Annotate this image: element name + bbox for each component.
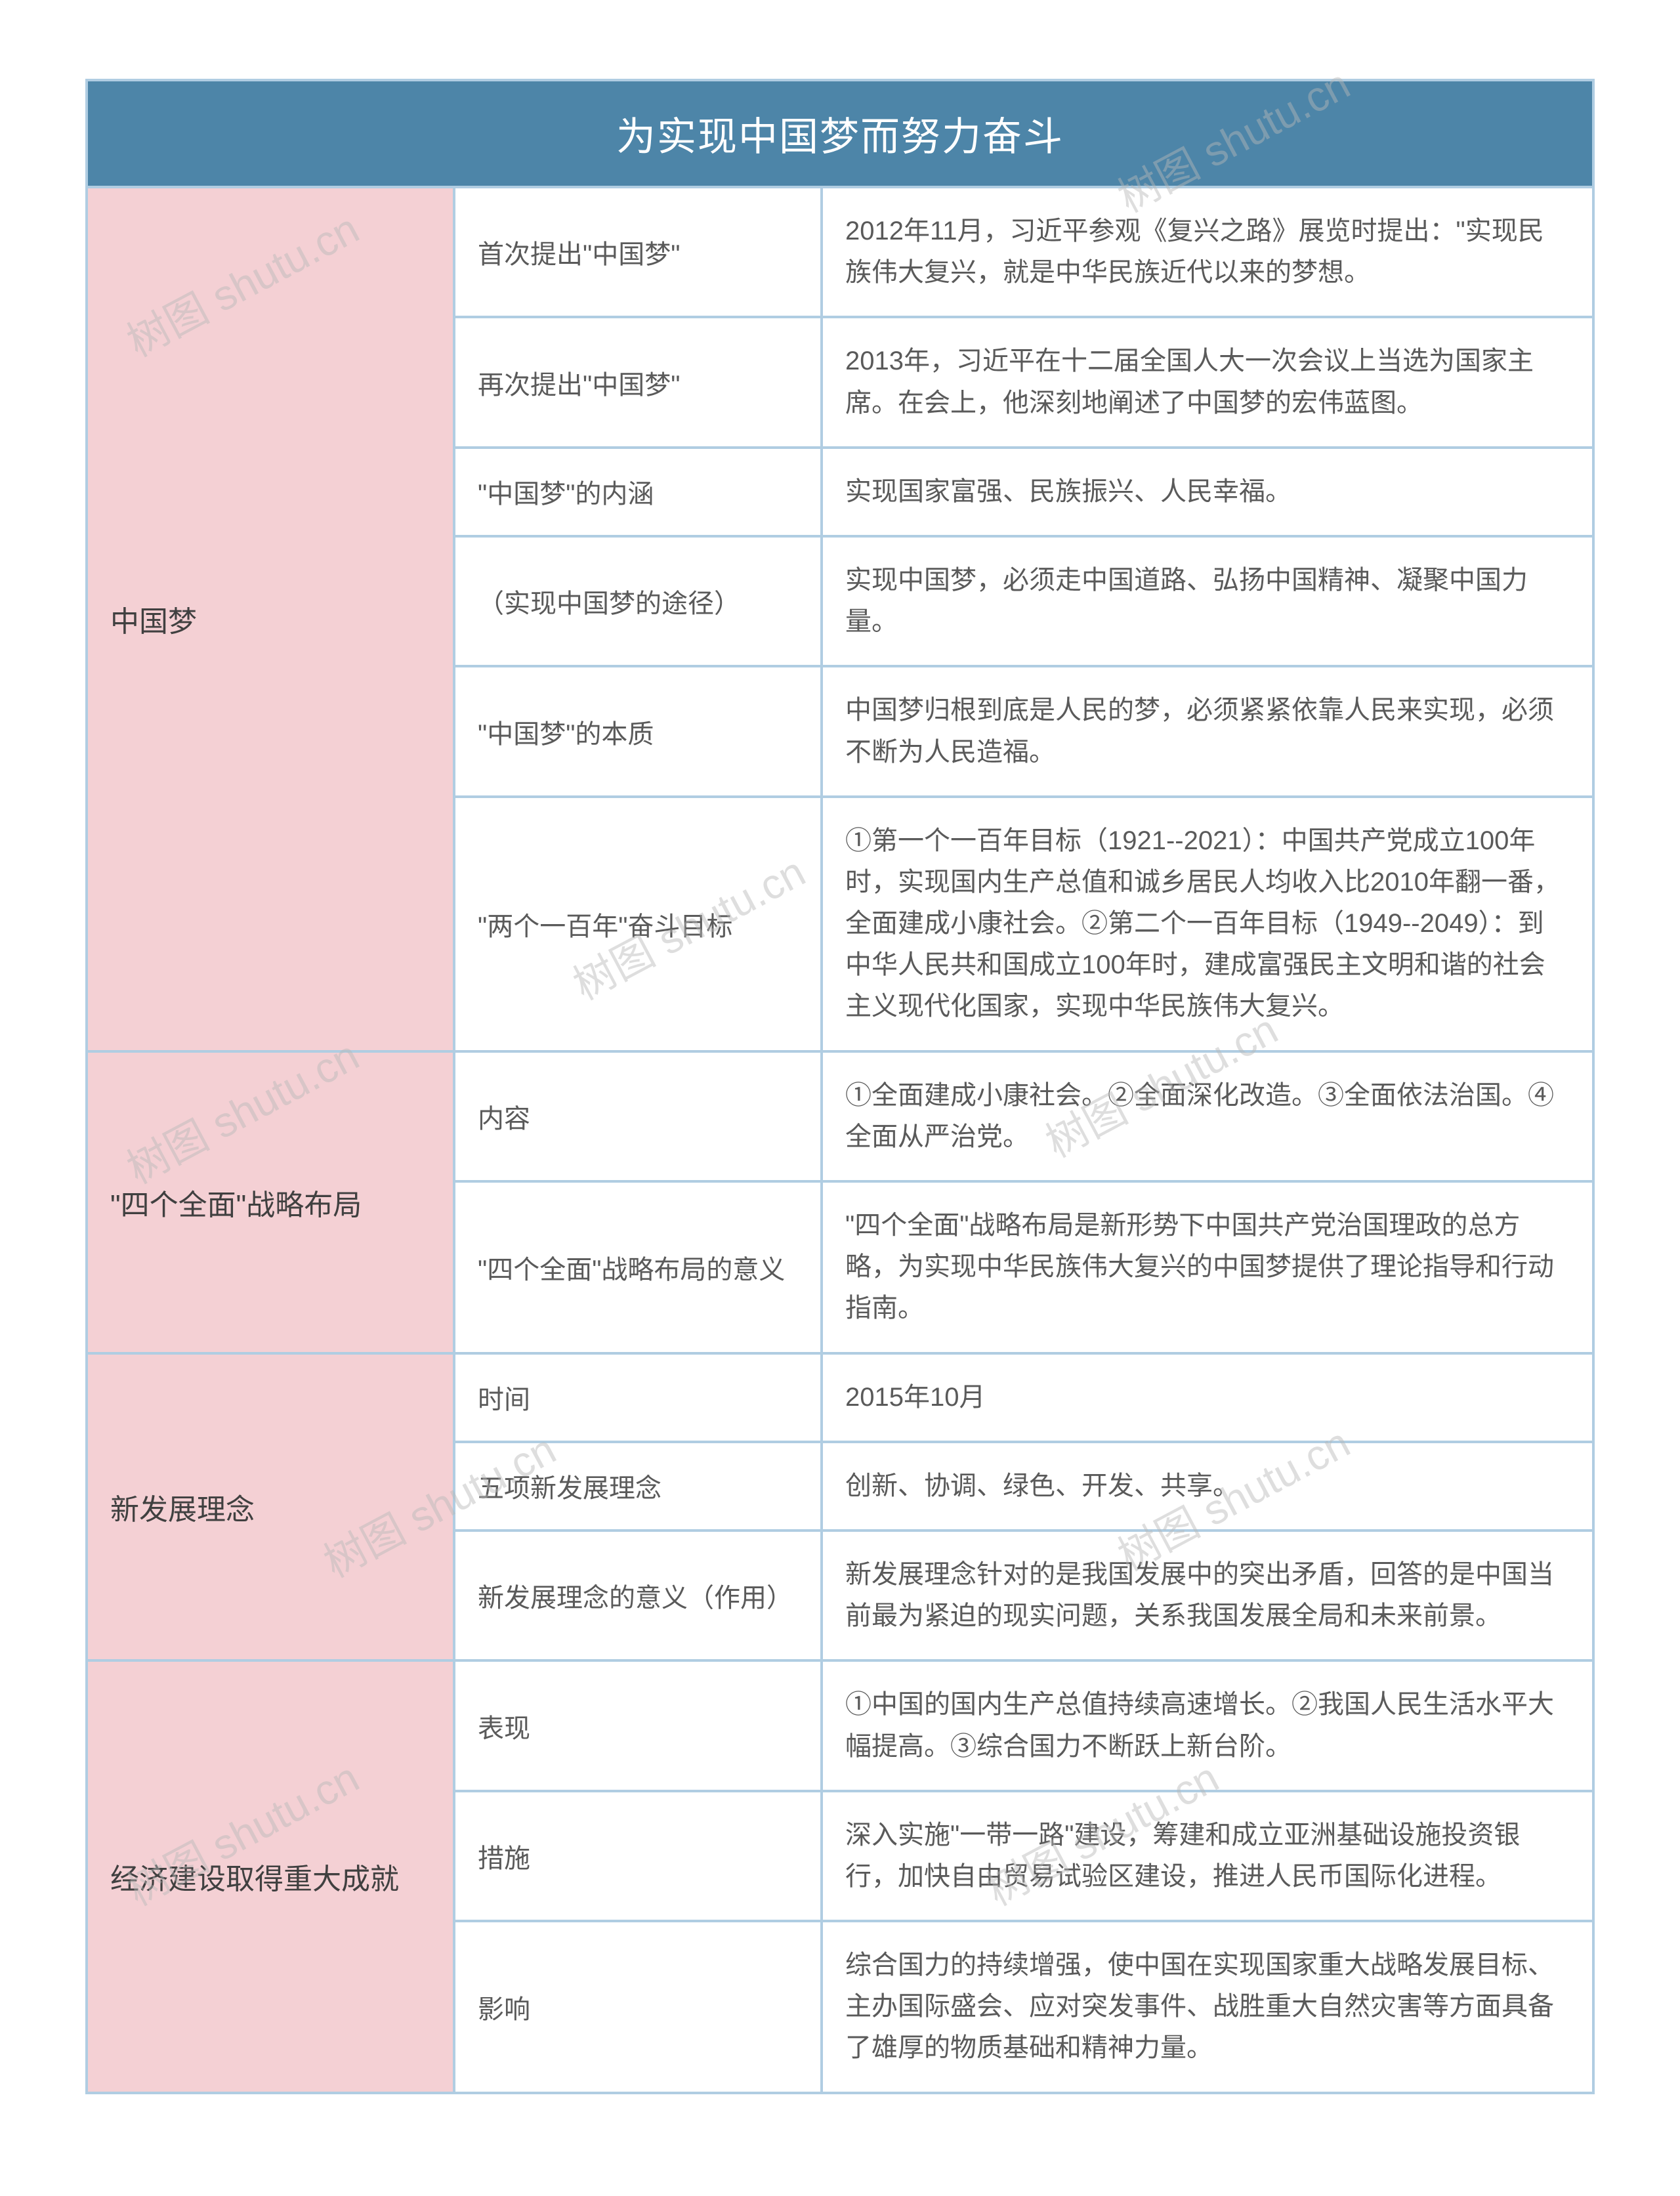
section: 中国梦 首次提出"中国梦" 2012年11月，习近平参观《复兴之路》展览时提出："实… [88,188,1592,1053]
table-row: 再次提出"中国梦" 2013年，习近平在十二届全国人大一次会议上当选为国家主席。在… [455,318,1592,448]
rows-container: 内容 ①全面建成小康社会。②全面深化改造。③全面依法治国。④全面从严治党。 "四个全… [455,1053,1592,1352]
level1-cell: 经济建设取得重大成就 [88,1662,455,2091]
section: "四个全面"战略布局 内容 ①全面建成小康社会。②全面深化改造。③全面依法治国。④全… [88,1053,1592,1355]
level2-cell: "两个一百年"奋斗目标 [455,798,823,1050]
level2-label: 新发展理念的意义（作用） [478,1576,793,1615]
level3-cell: 新发展理念针对的是我国发展中的突出矛盾，回答的是中国当前最为紧迫的现实问题，关系… [823,1532,1592,1659]
level1-cell: "四个全面"战略布局 [88,1053,455,1352]
level3-cell: ①全面建成小康社会。②全面深化改造。③全面依法治国。④全面从严治党。 [823,1053,1592,1180]
level2-cell: （实现中国梦的途径） [455,538,823,665]
table-row: 首次提出"中国梦" 2012年11月，习近平参观《复兴之路》展览时提出："实现民族… [455,188,1592,318]
level2-cell: 再次提出"中国梦" [455,318,823,446]
level3-content: 中国梦归根到底是人民的梦，必须紧紧依靠人民来实现，必须不断为人民造福。 [845,690,1570,772]
level3-cell: 实现中国梦，必须走中国道路、弘扬中国精神、凝聚中国力量。 [823,538,1592,665]
rows-container: 时间 2015年10月五项新发展理念 创新、协调、绿色、开发、共享。新发展理念的意义… [455,1355,1592,1660]
level3-content: 实现国家富强、民族振兴、人民幸福。 [845,471,1292,513]
level1-cell: 中国梦 [88,188,455,1050]
level3-cell: 2015年10月 [823,1355,1592,1441]
section: 经济建设取得重大成就 表现 ①中国的国内生产总值持续高速增长。②我国人民生活水平大幅… [88,1662,1592,2091]
table-row: 表现 ①中国的国内生产总值持续高速增长。②我国人民生活水平大幅提高。③综合国力不断… [455,1662,1592,1792]
level2-label: 影响 [478,1988,530,2026]
level2-cell: 表现 [455,1662,823,1789]
level2-cell: 措施 [455,1792,823,1920]
table-grid: 中国梦 首次提出"中国梦" 2012年11月，习近平参观《复兴之路》展览时提出："实… [88,188,1592,2092]
level3-cell: ①第一个一百年目标（1921--2021）：中国共产党成立100年时，实现国内生… [823,798,1592,1050]
level2-cell: 影响 [455,1922,823,2092]
section: 新发展理念 时间 2015年10月五项新发展理念 创新、协调、绿色、开发、共享。新发展… [88,1355,1592,1662]
level2-label: 内容 [478,1097,530,1135]
table-row: "四个全面"战略布局的意义 "四个全面"战略布局是新形势下中国共产党治国理政的总方… [455,1183,1592,1352]
level3-cell: ①中国的国内生产总值持续高速增长。②我国人民生活水平大幅提高。③综合国力不断跃上… [823,1662,1592,1789]
level3-content: ①中国的国内生产总值持续高速增长。②我国人民生活水平大幅提高。③综合国力不断跃上… [845,1684,1570,1767]
table-frame: 为实现中国梦而努力奋斗 中国梦 首次提出"中国梦" 2012年11月，习近平参观《复… [85,79,1595,2094]
table-row: 影响 综合国力的持续增强，使中国在实现国家重大战略发展目标、主办国际盛会、应对突发… [455,1922,1592,2092]
level3-content: ①全面建成小康社会。②全面深化改造。③全面依法治国。④全面从严治党。 [845,1075,1570,1158]
level3-cell: 综合国力的持续增强，使中国在实现国家重大战略发展目标、主办国际盛会、应对突发事件… [823,1922,1592,2092]
level2-cell: "中国梦"的内涵 [455,449,823,535]
level3-cell: 中国梦归根到底是人民的梦，必须紧紧依靠人民来实现，必须不断为人民造福。 [823,667,1592,795]
table-row: 新发展理念的意义（作用） 新发展理念针对的是我国发展中的突出矛盾，回答的是中国当前… [455,1532,1592,1659]
level2-cell: 五项新发展理念 [455,1443,823,1529]
level3-cell: 创新、协调、绿色、开发、共享。 [823,1443,1592,1529]
level3-content: "四个全面"战略布局是新形势下中国共产党治国理政的总方略，为实现中华民族伟大复兴… [845,1205,1570,1330]
level1-cell: 新发展理念 [88,1355,455,1660]
level3-content: ①第一个一百年目标（1921--2021）：中国共产党成立100年时，实现国内生… [845,820,1570,1028]
table-row: 内容 ①全面建成小康社会。②全面深化改造。③全面依法治国。④全面从严治党。 [455,1053,1592,1183]
level1-label: 中国梦 [110,598,197,640]
rows-container: 首次提出"中国梦" 2012年11月，习近平参观《复兴之路》展览时提出："实现民族… [455,188,1592,1050]
level3-cell: 深入实施"一带一路"建设，筹建和成立亚洲基础设施投资银行，加快自由贸易试验区建设… [823,1792,1592,1920]
table-row: （实现中国梦的途径） 实现中国梦，必须走中国道路、弘扬中国精神、凝聚中国力量。 [455,538,1592,667]
level1-label: "四个全面"战略布局 [110,1181,362,1223]
level2-label: "两个一百年"奋斗目标 [478,905,732,943]
table-row: "中国梦"的本质 中国梦归根到底是人民的梦，必须紧紧依靠人民来实现，必须不断为人民… [455,667,1592,797]
level3-cell: 实现国家富强、民族振兴、人民幸福。 [823,449,1592,535]
level3-cell: "四个全面"战略布局是新形势下中国共产党治国理政的总方略，为实现中华民族伟大复兴… [823,1183,1592,1352]
level2-label: 五项新发展理念 [478,1467,662,1505]
level1-label: 新发展理念 [110,1486,255,1528]
level2-label: "中国梦"的本质 [478,713,654,751]
table-row: 措施 深入实施"一带一路"建设，筹建和成立亚洲基础设施投资银行，加快自由贸易试验区… [455,1792,1592,1922]
level2-cell: 首次提出"中国梦" [455,188,823,316]
table-row: 时间 2015年10月 [455,1355,1592,1443]
level3-content: 2012年11月，习近平参观《复兴之路》展览时提出："实现民族伟大复兴，就是中华… [845,211,1570,293]
level2-label: "中国梦"的内涵 [478,473,654,511]
level3-content: 新发展理念针对的是我国发展中的突出矛盾，回答的是中国当前最为紧迫的现实问题，关系… [845,1554,1570,1637]
page-title: 为实现中国梦而努力奋斗 [616,115,1064,159]
level1-label: 经济建设取得重大成就 [110,1855,399,1897]
table-row: "中国梦"的内涵 实现国家富强、民族振兴、人民幸福。 [455,449,1592,538]
table-row: "两个一百年"奋斗目标 ①第一个一百年目标（1921--2021）：中国共产党成立… [455,798,1592,1050]
title-bar: 为实现中国梦而努力奋斗 [88,81,1592,188]
level3-content: 综合国力的持续增强，使中国在实现国家重大战略发展目标、主办国际盛会、应对突发事件… [845,1945,1570,2069]
level3-cell: 2012年11月，习近平参观《复兴之路》展览时提出："实现民族伟大复兴，就是中华… [823,188,1592,316]
level2-cell: 新发展理念的意义（作用） [455,1532,823,1659]
rows-container: 表现 ①中国的国内生产总值持续高速增长。②我国人民生活水平大幅提高。③综合国力不断… [455,1662,1592,2091]
level2-label: 措施 [478,1837,530,1875]
level3-content: 2013年，习近平在十二届全国人大一次会议上当选为国家主席。在会上，他深刻地阐述… [845,341,1570,423]
level2-cell: "中国梦"的本质 [455,667,823,795]
level2-label: 表现 [478,1707,530,1745]
level3-cell: 2013年，习近平在十二届全国人大一次会议上当选为国家主席。在会上，他深刻地阐述… [823,318,1592,446]
table-row: 五项新发展理念 创新、协调、绿色、开发、共享。 [455,1443,1592,1532]
level2-label: 再次提出"中国梦" [478,364,680,402]
level2-label: "四个全面"战略布局的意义 [478,1248,785,1286]
level2-label: 首次提出"中国梦" [478,233,680,271]
level3-content: 创新、协调、绿色、开发、共享。 [845,1466,1239,1507]
level3-content: 深入实施"一带一路"建设，筹建和成立亚洲基础设施投资银行，加快自由贸易试验区建设… [845,1815,1570,1897]
level3-content: 2015年10月 [845,1377,985,1418]
level2-cell: 时间 [455,1355,823,1441]
level2-label: （实现中国梦的途径） [478,582,740,620]
level2-cell: "四个全面"战略布局的意义 [455,1183,823,1352]
level2-cell: 内容 [455,1053,823,1180]
level2-label: 时间 [478,1378,530,1416]
level3-content: 实现中国梦，必须走中国道路、弘扬中国精神、凝聚中国力量。 [845,560,1570,643]
